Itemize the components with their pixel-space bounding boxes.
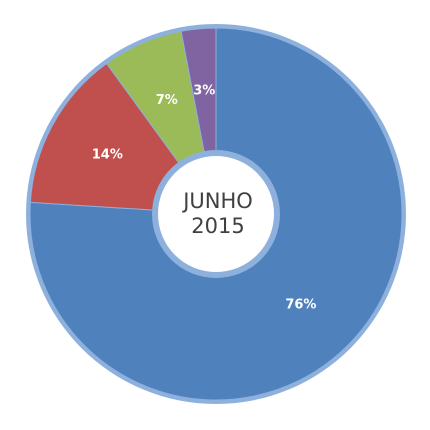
slice-label-4: 3% [193, 84, 215, 99]
slice-label-2: 14% [92, 147, 123, 162]
slice-label-3: 7% [156, 93, 178, 108]
center-label-line-1: JUNHO [181, 189, 253, 213]
slice-label-1: 76% [285, 297, 316, 312]
center-label-line-2: 2015 [191, 214, 244, 238]
center-hole [158, 156, 274, 272]
